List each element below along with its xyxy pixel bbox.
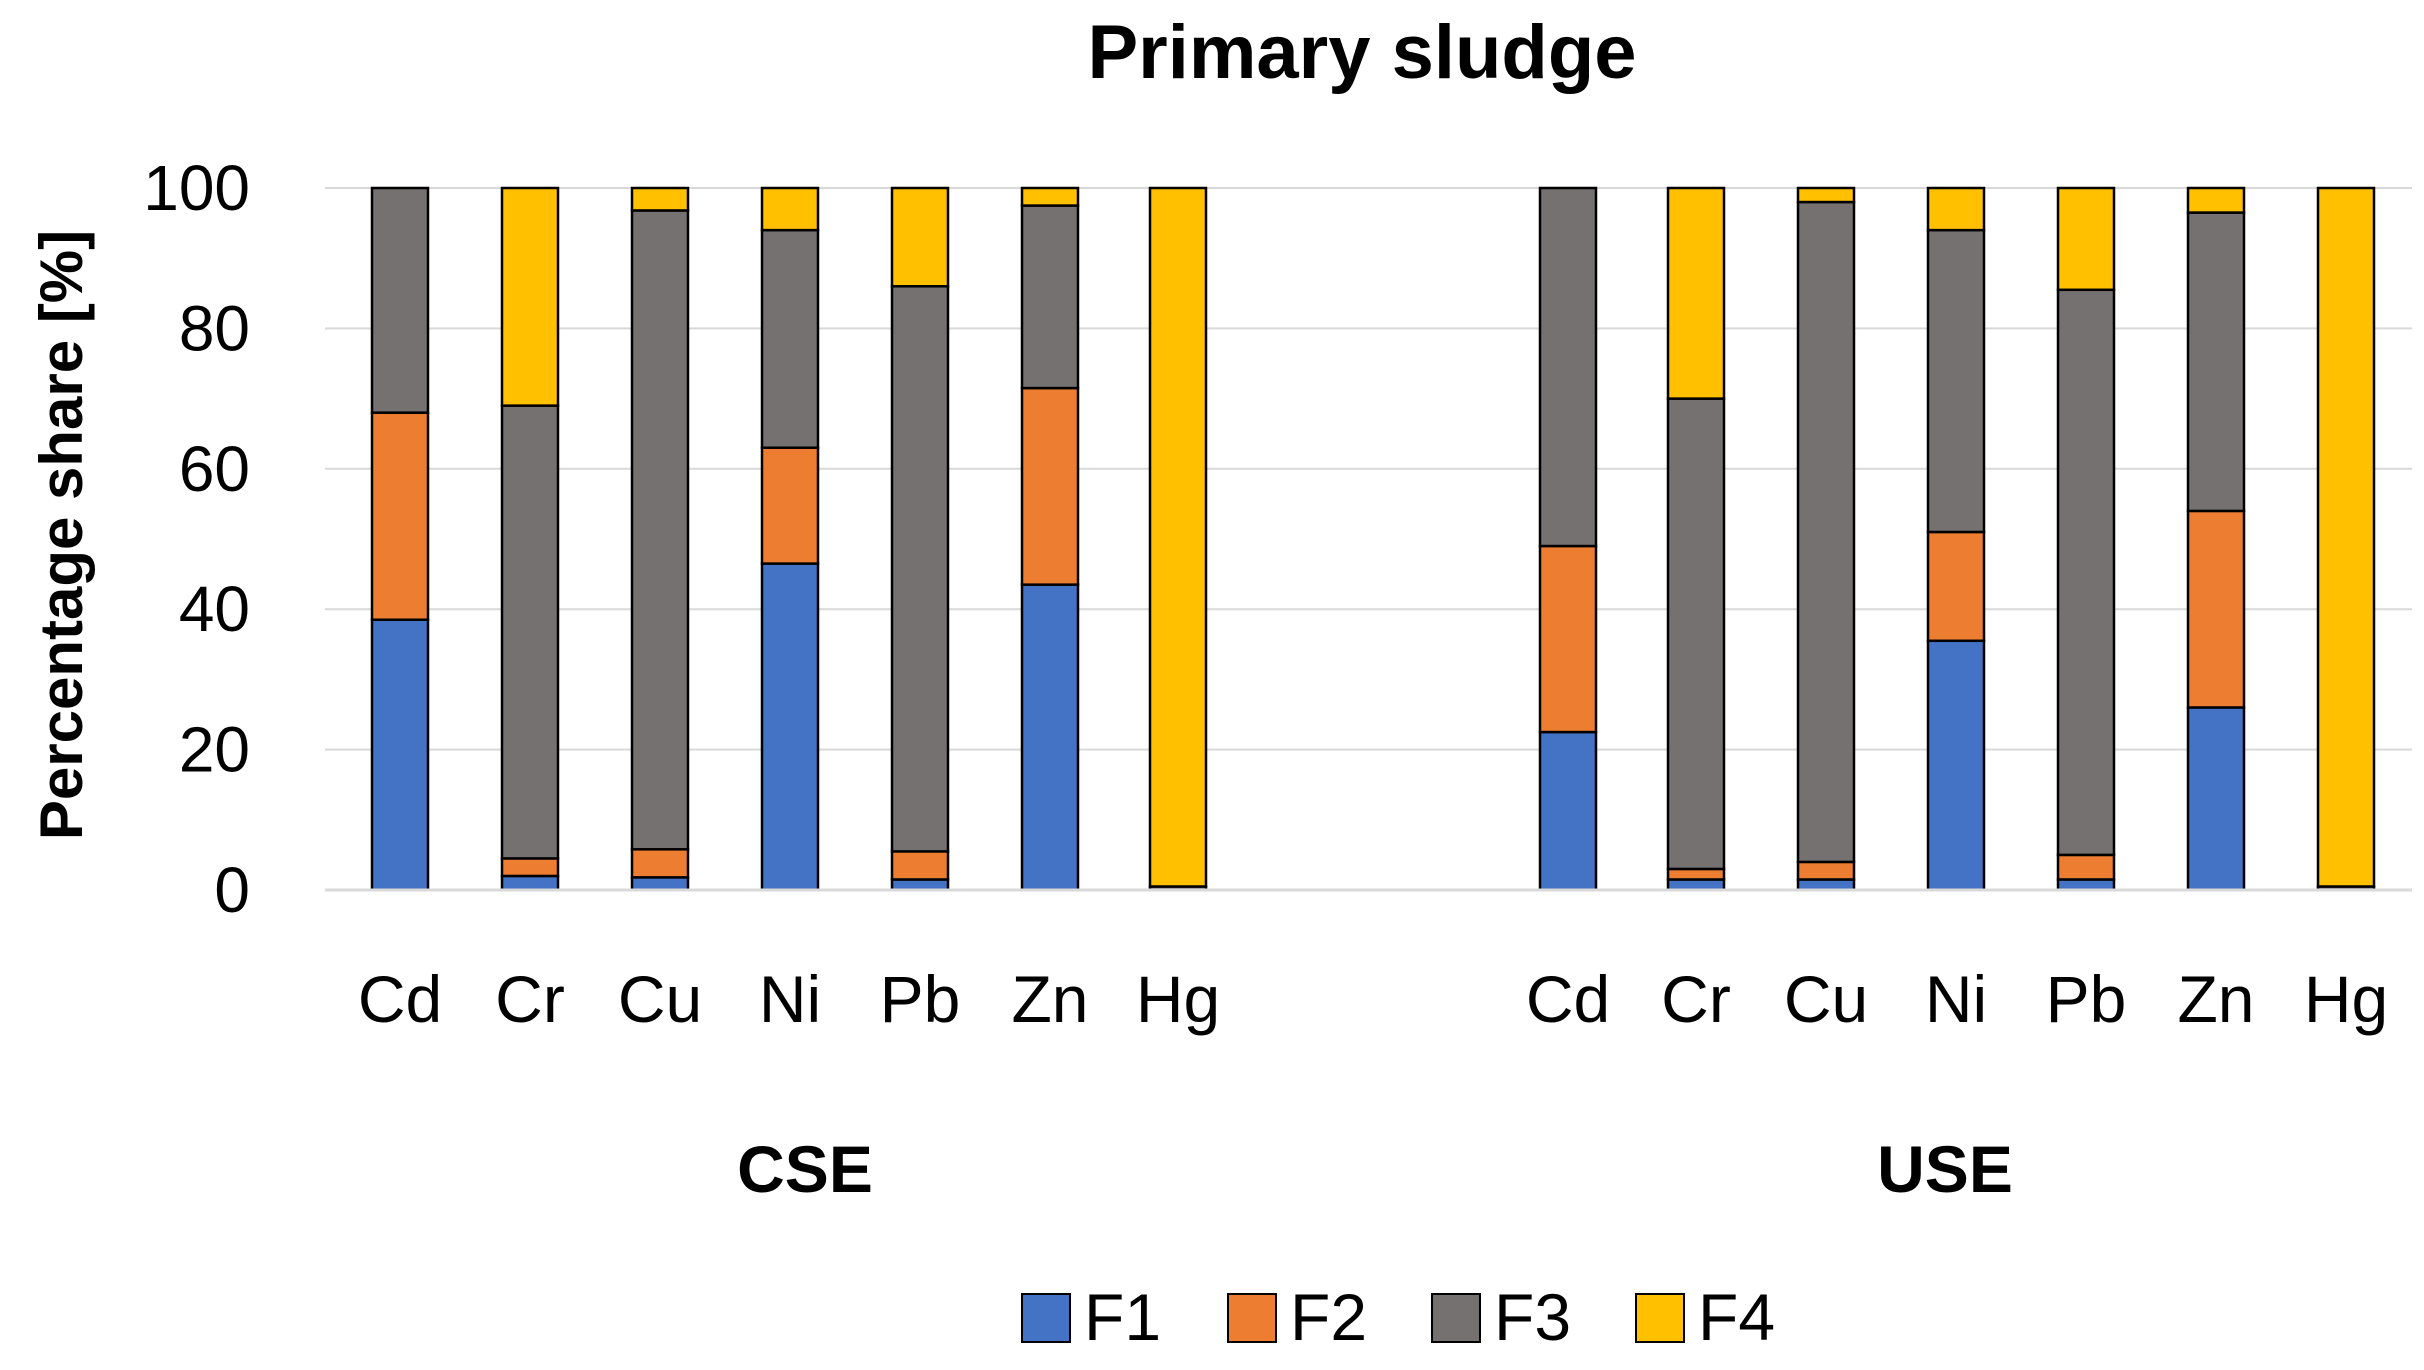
x-tick-label: Cu xyxy=(1784,962,1868,1036)
bar-segment-cse-ni-f1 xyxy=(760,562,820,892)
legend-swatch-f1 xyxy=(1021,1293,1071,1343)
bar-segment-use-cr-f1 xyxy=(1666,878,1726,892)
y-tick-label: 60 xyxy=(179,433,250,505)
legend-swatch-f3 xyxy=(1431,1293,1481,1343)
bar-segment-use-ni-f2 xyxy=(1926,530,1986,643)
x-tick-label: Hg xyxy=(2304,962,2388,1036)
bar-segment-use-cr-f4 xyxy=(1666,186,1726,400)
group-labels: CSE USE xyxy=(737,1132,2013,1206)
legend-label-f2: F2 xyxy=(1290,1280,1367,1354)
x-tick-label: Cr xyxy=(495,962,565,1036)
x-tick-label: Pb xyxy=(880,962,961,1036)
bar-segment-cse-cu-f2 xyxy=(630,848,690,879)
bar-segment-use-cu-f1 xyxy=(1796,878,1856,892)
bar-segment-use-zn-f3 xyxy=(2186,211,2246,513)
x-tick-label: Ni xyxy=(759,962,821,1036)
x-tick-label: Zn xyxy=(1011,962,1088,1036)
bar-segment-use-ni-f4 xyxy=(1926,186,1986,232)
bar-segment-cse-cu-f1 xyxy=(630,876,690,892)
bar-segment-cse-cd-f2 xyxy=(370,411,430,621)
bar-segment-use-ni-f3 xyxy=(1926,228,1986,534)
x-tick-label: Zn xyxy=(2177,962,2254,1036)
bar-segment-use-cr-f3 xyxy=(1666,397,1726,871)
x-tick-label: Cr xyxy=(1661,962,1731,1036)
bar-segment-cse-pb-f1 xyxy=(890,878,950,892)
bar-segment-use-cd-f2 xyxy=(1538,544,1598,734)
bar-segment-use-cd-f1 xyxy=(1538,730,1598,892)
y-tick-label: 20 xyxy=(179,714,250,786)
bar-segment-use-ni-f1 xyxy=(1926,639,1986,892)
x-tick-label: Cd xyxy=(358,962,442,1036)
bar-segment-cse-ni-f4 xyxy=(760,186,820,232)
group-label-use: USE xyxy=(1877,1132,2013,1206)
legend-label-f4: F4 xyxy=(1698,1280,1775,1354)
bar-segment-cse-pb-f3 xyxy=(890,285,950,853)
x-tick-label: Hg xyxy=(1136,962,1220,1036)
x-tick-label: Cu xyxy=(618,962,702,1036)
y-tick-label: 0 xyxy=(214,854,250,926)
bar-segment-cse-ni-f2 xyxy=(760,446,820,565)
legend-swatch-f4 xyxy=(1635,1293,1685,1343)
x-tick-label: Ni xyxy=(1925,962,1987,1036)
bar-segment-cse-pb-f2 xyxy=(890,850,950,881)
bar-segment-use-pb-f2 xyxy=(2056,853,2116,881)
y-tick-label: 40 xyxy=(179,573,250,645)
bar-segment-use-pb-f4 xyxy=(2056,186,2116,292)
bar-segment-cse-cr-f2 xyxy=(500,857,560,878)
legend-label-f1: F1 xyxy=(1084,1280,1161,1354)
x-tick-label: Pb xyxy=(2046,962,2127,1036)
bar-segment-cse-hg-f4 xyxy=(1148,186,1208,888)
bar-segment-cse-cd-f1 xyxy=(370,618,430,892)
bar-segment-use-cu-f3 xyxy=(1796,200,1856,864)
bar-segment-cse-cu-f4 xyxy=(630,186,690,212)
bar-segment-cse-cd-f3 xyxy=(370,186,430,414)
bar-segment-cse-zn-f3 xyxy=(1020,204,1080,390)
y-tick-label: 100 xyxy=(143,152,250,224)
bar-segment-use-zn-f4 xyxy=(2186,186,2246,214)
bar-segment-use-zn-f1 xyxy=(2186,706,2246,892)
bar-segment-use-cu-f4 xyxy=(1796,186,1856,204)
legend-swatch-f2 xyxy=(1227,1293,1277,1343)
bar-segment-cse-zn-f1 xyxy=(1020,583,1080,892)
bar-segment-use-cr-f2 xyxy=(1666,867,1726,881)
bar-segment-cse-cr-f1 xyxy=(500,874,560,892)
bar-segment-use-pb-f1 xyxy=(2056,878,2116,892)
y-axis-label: Percentage share [%] xyxy=(28,230,95,840)
bar-segment-cse-zn-f4 xyxy=(1020,186,1080,207)
bar-segment-cse-cr-f3 xyxy=(500,404,560,860)
bar-segment-cse-ni-f3 xyxy=(760,228,820,449)
x-tick-label: Cd xyxy=(1526,962,1610,1036)
legend-label-f3: F3 xyxy=(1494,1280,1571,1354)
bar-segment-use-zn-f2 xyxy=(2186,509,2246,709)
bar-segment-cse-pb-f4 xyxy=(890,186,950,288)
bar-segment-cse-cr-f4 xyxy=(500,186,560,407)
y-axis-ticks: 0 20 40 60 80 100 xyxy=(143,152,250,926)
legend: F1 F2 F3 F4 xyxy=(1021,1280,1775,1354)
group-label-cse: CSE xyxy=(737,1132,873,1206)
bar-segment-use-hg-f4 xyxy=(2316,186,2376,888)
bar-segment-cse-cu-f3 xyxy=(630,209,690,851)
x-axis-ticks: Cd Cr Cu Ni Pb Zn Hg Cd Cr Cu Ni Pb Zn Hg xyxy=(358,962,2388,1036)
bar-segment-use-cd-f3 xyxy=(1538,186,1598,548)
chart-title: Primary sludge xyxy=(1087,10,1636,95)
bars xyxy=(370,186,2376,892)
bar-segment-use-pb-f3 xyxy=(2056,288,2116,857)
bar-segment-cse-zn-f2 xyxy=(1020,386,1080,586)
bar-segment-use-cu-f2 xyxy=(1796,860,1856,881)
y-tick-label: 80 xyxy=(179,292,250,364)
